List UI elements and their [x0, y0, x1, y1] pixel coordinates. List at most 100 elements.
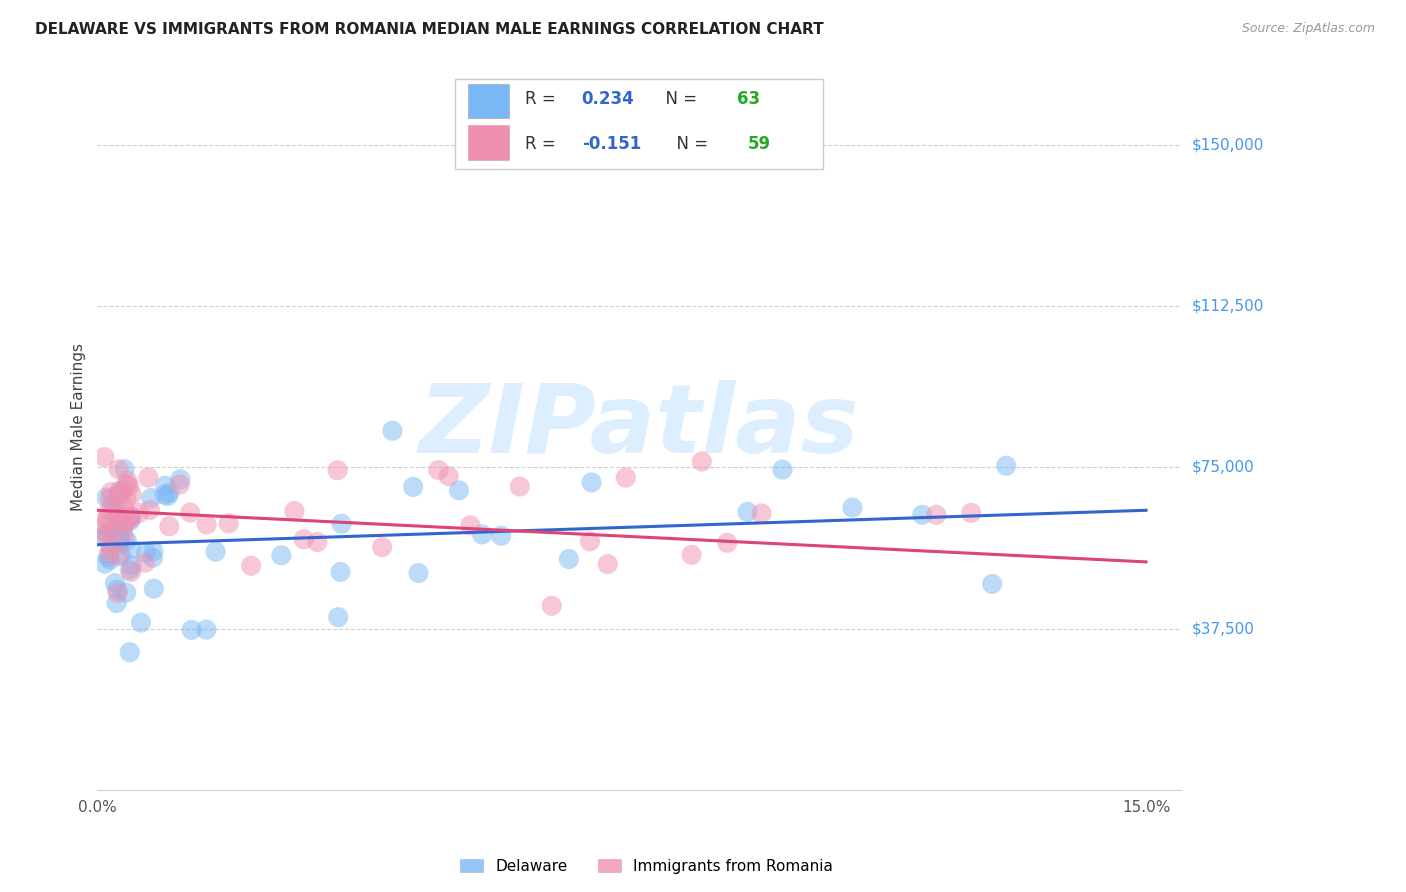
Point: [111, 518, 134, 533]
Text: N =: N =: [666, 135, 714, 153]
Point: [108, 483, 131, 498]
Text: N =: N =: [655, 89, 703, 108]
Point: [112, 500, 135, 515]
Point: [112, 483, 135, 497]
Point: [107, 500, 129, 515]
Point: [155, 479, 177, 493]
Point: [98, 526, 121, 541]
Point: [195, 623, 218, 637]
Point: [120, 542, 142, 557]
Point: [94, 518, 117, 533]
Point: [169, 472, 191, 486]
Point: [153, 488, 176, 502]
Point: [142, 544, 165, 558]
Point: [471, 527, 494, 541]
Point: [107, 586, 129, 600]
Point: [596, 557, 619, 571]
Point: [115, 533, 138, 548]
Text: -0.151: -0.151: [582, 135, 641, 153]
Point: [98, 552, 121, 566]
Point: [960, 506, 983, 520]
Point: [108, 549, 131, 563]
Point: [105, 596, 128, 610]
Point: [120, 565, 142, 579]
Point: [381, 424, 404, 438]
Y-axis label: Median Male Earnings: Median Male Earnings: [72, 343, 86, 511]
Point: [129, 615, 152, 630]
Point: [558, 552, 581, 566]
Point: [128, 506, 150, 520]
Point: [101, 497, 124, 511]
Point: [108, 535, 131, 549]
Point: [180, 623, 202, 637]
Point: [121, 510, 143, 524]
Point: [139, 503, 162, 517]
Point: [371, 540, 394, 554]
Point: [98, 547, 121, 561]
Point: [97, 550, 120, 565]
Point: [330, 516, 353, 531]
Point: [159, 486, 181, 500]
Point: [100, 485, 122, 500]
Point: [925, 508, 948, 522]
Point: [737, 505, 759, 519]
Point: [681, 548, 703, 562]
Text: 63: 63: [737, 89, 759, 108]
Text: 0.234: 0.234: [582, 89, 634, 108]
Point: [94, 512, 117, 526]
Point: [120, 509, 142, 524]
Point: [307, 535, 329, 549]
Text: Source: ZipAtlas.com: Source: ZipAtlas.com: [1241, 22, 1375, 36]
Point: [195, 517, 218, 532]
Point: [104, 576, 127, 591]
Point: [108, 531, 131, 545]
Point: [100, 541, 122, 555]
Text: 59: 59: [748, 135, 770, 153]
Point: [98, 491, 121, 506]
Point: [270, 549, 292, 563]
Point: [751, 507, 773, 521]
Point: [112, 524, 135, 538]
Point: [540, 599, 562, 613]
Point: [326, 463, 349, 477]
Point: [204, 545, 226, 559]
Point: [94, 557, 117, 571]
Point: [427, 463, 450, 477]
Point: [509, 479, 531, 493]
Point: [97, 511, 120, 525]
Point: [142, 550, 165, 565]
Point: [489, 529, 512, 543]
Point: [118, 513, 141, 527]
Point: [107, 487, 129, 501]
Point: [115, 491, 138, 506]
Point: [329, 565, 352, 579]
Point: [240, 558, 263, 573]
Point: [107, 510, 129, 524]
Point: [156, 489, 179, 503]
Text: ZIPatlas: ZIPatlas: [419, 381, 859, 474]
Text: R =: R =: [526, 135, 561, 153]
Point: [179, 506, 201, 520]
Point: [120, 514, 142, 528]
Point: [105, 582, 128, 597]
Point: [96, 491, 118, 505]
Point: [218, 516, 240, 531]
Point: [402, 480, 425, 494]
Point: [437, 469, 460, 483]
Point: [142, 582, 165, 596]
Point: [328, 610, 350, 624]
Point: [141, 491, 163, 505]
Point: [169, 477, 191, 491]
Point: [460, 518, 482, 533]
Point: [579, 534, 602, 549]
Point: [114, 462, 136, 476]
Point: [981, 577, 1004, 591]
Point: [118, 479, 141, 493]
Point: [157, 519, 180, 533]
Text: R =: R =: [526, 89, 561, 108]
Point: [995, 458, 1018, 473]
Point: [100, 540, 122, 554]
Point: [93, 450, 115, 464]
Point: [104, 506, 127, 520]
Point: [115, 515, 138, 529]
